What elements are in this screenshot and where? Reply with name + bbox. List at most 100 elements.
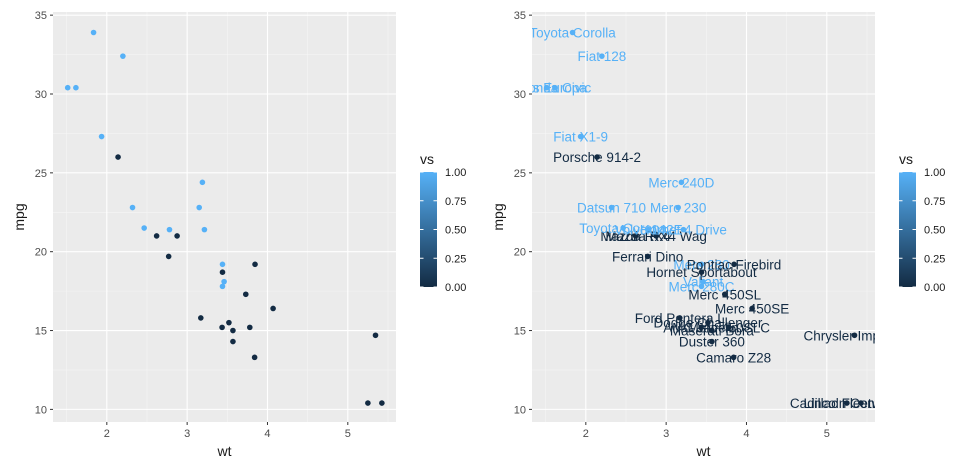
data-point: [675, 204, 681, 211]
y-axis-title: mpg: [490, 203, 506, 230]
point-label: Pontiac Firebird: [687, 257, 782, 272]
data-point: [90, 29, 97, 36]
colorbar: [899, 172, 916, 287]
data-point: [199, 179, 206, 186]
data-point: [196, 204, 202, 211]
data-point: [844, 400, 850, 406]
point-label: AMC Javelin: [663, 320, 739, 335]
data-point: [365, 400, 371, 406]
data-point: [851, 332, 858, 339]
data-point: [165, 253, 172, 260]
point-label: Merc 450SLC: [688, 320, 771, 335]
x-tick-label: 5: [824, 428, 830, 440]
data-point: [705, 319, 711, 326]
data-point: [174, 233, 180, 239]
point-label: Merc 450SL: [688, 287, 761, 302]
y-axis-title: mpg: [11, 203, 27, 230]
data-point: [608, 204, 615, 211]
point-label: Ferrari Dino: [612, 249, 683, 264]
y-tick-label: 35: [35, 10, 47, 22]
legend: vs 0.00 0.25 0.50 0.75 1.00: [899, 151, 945, 294]
data-point: [230, 338, 236, 345]
legend-break-label: 0.50: [924, 225, 945, 237]
point-label: Lincoln Continental: [803, 396, 918, 411]
legend-break-label: 0.00: [924, 282, 945, 294]
legend-break-label: 1.00: [924, 167, 945, 179]
plot-panel-background: [532, 12, 875, 422]
data-point: [230, 327, 236, 334]
point-label: Hornet 4 Drive: [640, 223, 727, 238]
data-point: [680, 226, 687, 233]
point-label: Datsun 710: [577, 201, 646, 216]
data-point: [219, 269, 226, 275]
x-tick-label: 4: [743, 428, 749, 440]
legend-break-label: 0.25: [924, 253, 945, 265]
point-label: Ford Pantera L: [635, 311, 726, 326]
point-label: Merc 450SE: [715, 301, 789, 316]
x-tick-label: 4: [264, 428, 270, 440]
data-point: [120, 53, 126, 59]
data-point: [677, 315, 683, 321]
point-label: Hornet Sportabout: [646, 265, 757, 280]
point-label: Valiant: [683, 275, 724, 290]
data-point: [726, 324, 732, 331]
data-point: [201, 226, 208, 233]
data-point: [252, 261, 258, 268]
point-label: Fiat X1-9: [553, 130, 608, 145]
data-point: [698, 269, 705, 275]
data-point: [219, 283, 226, 290]
data-point: [698, 261, 705, 268]
point-label: Volvo 142E: [614, 223, 682, 238]
point-label: Merc 280C: [668, 279, 734, 294]
point-label: Camaro Z28: [696, 350, 771, 365]
point-label: Mazda RX4: [600, 229, 671, 244]
data-point: [569, 29, 576, 36]
data-point: [721, 291, 728, 298]
data-point: [219, 261, 226, 268]
data-point: [644, 253, 651, 260]
data-point: [599, 53, 605, 59]
data-point: [698, 324, 704, 331]
data-point: [731, 261, 737, 268]
data-point: [552, 84, 558, 91]
point-label: Honda Civic: [519, 81, 592, 96]
y-tick-label: 30: [514, 89, 526, 101]
x-tick-label: 5: [345, 428, 351, 440]
data-point: [645, 226, 652, 233]
point-label: Fiat 128: [577, 49, 626, 64]
x-axis-title: wt: [217, 443, 232, 459]
data-point: [115, 154, 121, 160]
x-axis-title: wt: [696, 443, 711, 459]
data-point: [242, 291, 249, 298]
scatter-panel-left: 2 3 4 5 10 15 20 25 30 35 wt mpg vs 0.00 0.25 0.50 0.75 1…: [11, 10, 466, 459]
data-point: [98, 133, 105, 140]
colorbar: [420, 172, 437, 287]
legend-title: vs: [420, 151, 434, 167]
y-tick-label: 25: [35, 168, 47, 180]
point-label: Duster 360: [679, 335, 745, 350]
point-label: Dodge Challenger: [654, 316, 763, 331]
legend-break-label: 0.75: [445, 196, 466, 208]
data-point: [221, 278, 227, 285]
data-point: [166, 226, 173, 233]
y-tick-label: 15: [35, 326, 47, 338]
x-tick-label: 3: [184, 428, 190, 440]
y-tick-label: 20: [514, 247, 526, 259]
point-label: Lotus Europa: [507, 81, 588, 96]
point-label: Merc 230: [650, 201, 706, 216]
data-point: [858, 400, 864, 406]
point-label: Merc 280: [673, 257, 729, 272]
legend-break-label: 0.25: [445, 253, 466, 265]
data-point: [251, 354, 258, 361]
data-point: [129, 204, 136, 211]
data-point: [247, 324, 253, 331]
data-point: [226, 319, 232, 326]
legend-break-label: 0.50: [445, 225, 466, 237]
point-label: Cadillac Fleetwood: [790, 396, 904, 411]
data-point: [749, 305, 755, 312]
point-label: Chrysler Imperial: [804, 328, 906, 343]
y-tick-label: 20: [35, 247, 47, 259]
y-tick-label: 30: [35, 89, 47, 101]
x-tick-label: 3: [663, 428, 669, 440]
